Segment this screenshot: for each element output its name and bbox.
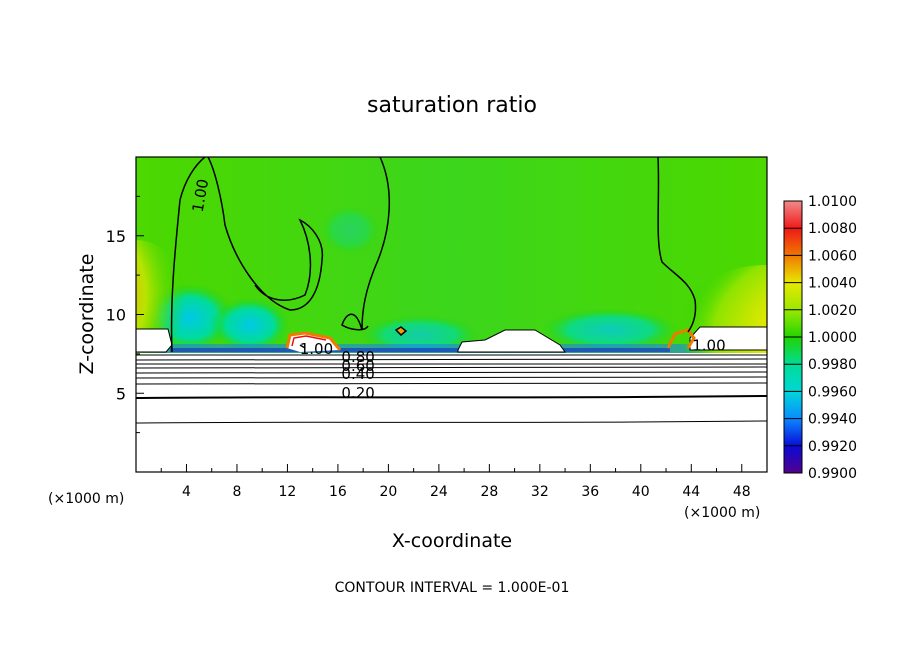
cool-patch — [210, 297, 290, 353]
cloud-right-edge-orange — [666, 328, 696, 349]
x-tick-label: 44 — [682, 484, 700, 500]
colorbar-segment — [784, 337, 802, 365]
cool-patch — [320, 205, 380, 255]
contour-label: 1.00 — [300, 340, 333, 358]
contour-interval-note: CONTOUR INTERVAL = 1.000E-01 — [335, 580, 570, 596]
x-tick-label: 40 — [632, 484, 650, 500]
cool-patch — [540, 308, 680, 352]
colorbar-segment — [784, 418, 802, 447]
cloud-edge-red — [291, 335, 327, 347]
x-tick-label: 8 — [232, 484, 241, 500]
x-axis: 4 8 12 16 20 24 28 32 36 40 44 48 — [160, 464, 751, 500]
x-tick-label: 24 — [430, 484, 448, 500]
contour-label: 1.00 — [692, 337, 725, 355]
colorbar-segment — [784, 309, 802, 338]
cloud-left — [136, 328, 173, 353]
y-axis: 5 10 15 — [106, 195, 144, 434]
x-tick-label: 32 — [531, 484, 549, 500]
contour-label: 0.40 — [341, 365, 374, 383]
colorbar-segment — [784, 201, 802, 229]
contour-label: 1.00 — [189, 177, 213, 213]
x-axis-label: X-coordinate — [392, 530, 512, 552]
contour-label: 0.80 — [341, 348, 374, 366]
colorbar-label: 0.9920 — [808, 439, 857, 455]
colorbar-label: 1.0020 — [808, 303, 857, 319]
colorbar-segment — [784, 282, 802, 311]
colorbar-label: 1.0060 — [808, 248, 857, 264]
contour-label: 0.60 — [341, 357, 374, 375]
y-tick-label: 5 — [116, 384, 126, 403]
x-tick-label: 12 — [279, 484, 297, 500]
contour-lines-stratified — [136, 354, 767, 424]
colorbar-label: 0.9940 — [808, 412, 857, 428]
x-tick-label: 36 — [581, 484, 599, 500]
subsaturated-lower — [136, 353, 767, 472]
colorbar: 1.0100 1.0080 1.0060 1.0040 1.0020 1.0000 0.99… — [783, 194, 857, 482]
colorbar-label: 1.0000 — [808, 330, 857, 346]
plot-area: 1.00 1.00 0.800.600.400.20 1.00 — [136, 157, 767, 472]
contour-label: 0.20 — [341, 384, 374, 402]
colorbar-label: 1.0080 — [808, 221, 857, 237]
x-tick-label: 4 — [182, 484, 191, 500]
colorbar-segment — [784, 255, 802, 284]
colorbar-segment — [784, 445, 802, 474]
colorbar-label: 0.9900 — [808, 466, 857, 482]
cloud-mid — [457, 329, 566, 353]
colorbar-segment — [784, 228, 802, 256]
x-tick-label: 20 — [379, 484, 397, 500]
x-tick-label: 16 — [329, 484, 347, 500]
cloud-base-band-dark — [170, 348, 670, 352]
colorbar-label: 1.0100 — [808, 194, 857, 210]
y-axis-label: Z-coordinate — [76, 254, 98, 375]
y-tick-label: 10 — [106, 306, 126, 325]
x-unit-right: (×1000 m) — [684, 505, 760, 521]
colorbar-segment — [784, 364, 802, 392]
x-tick-label: 28 — [480, 484, 498, 500]
x-tick-label: 48 — [733, 484, 751, 500]
colorbar-label: 0.9980 — [808, 357, 857, 373]
cloud-edge-orange — [285, 331, 342, 351]
colorbar-label: 0.9960 — [808, 384, 857, 400]
chart-title: saturation ratio — [367, 93, 537, 118]
x-unit-left: (×1000 m) — [48, 491, 124, 507]
colorbar-label: 1.0040 — [808, 276, 857, 292]
contour-labels: 1.00 1.00 0.800.600.400.20 1.00 — [189, 177, 726, 401]
y-tick-label: 15 — [106, 227, 126, 246]
contour-lines-saturation — [170, 157, 697, 353]
colorbar-segment — [784, 391, 802, 420]
